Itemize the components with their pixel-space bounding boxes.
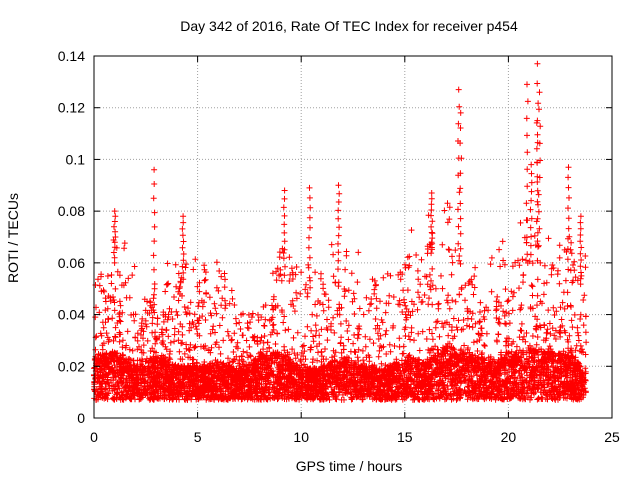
series-roti-markers bbox=[91, 60, 590, 403]
plot-frame bbox=[93, 55, 613, 419]
y-tick-label: 0.12 bbox=[58, 100, 85, 116]
x-tick-label: 20 bbox=[501, 429, 517, 445]
x-tick-label: 5 bbox=[194, 429, 202, 445]
data-points bbox=[91, 60, 590, 403]
y-axis-label: ROTI / TECUs bbox=[5, 193, 21, 283]
chart-title: Day 342 of 2016, Rate Of TEC Index for r… bbox=[180, 18, 518, 34]
x-tick-label: 10 bbox=[293, 429, 309, 445]
y-tick-label: 0 bbox=[77, 410, 85, 426]
y-tick-label: 0.1 bbox=[66, 151, 86, 167]
x-axis: 0 5 10 15 20 25 bbox=[90, 56, 620, 445]
grid bbox=[94, 56, 612, 418]
x-axis-label: GPS time / hours bbox=[296, 458, 403, 474]
x-tick-label: 15 bbox=[397, 429, 413, 445]
y-tick-label: 0.04 bbox=[58, 307, 85, 323]
y-axis: 0 0.02 0.04 0.06 0.08 0.1 0.12 0.14 bbox=[58, 48, 612, 426]
y-tick-label: 0.14 bbox=[58, 48, 85, 64]
x-tick-label: 0 bbox=[90, 429, 98, 445]
y-tick-label: 0.08 bbox=[58, 203, 85, 219]
y-tick-label: 0.02 bbox=[58, 358, 85, 374]
x-tick-label: 25 bbox=[604, 429, 620, 445]
y-tick-label: 0.06 bbox=[58, 255, 85, 271]
